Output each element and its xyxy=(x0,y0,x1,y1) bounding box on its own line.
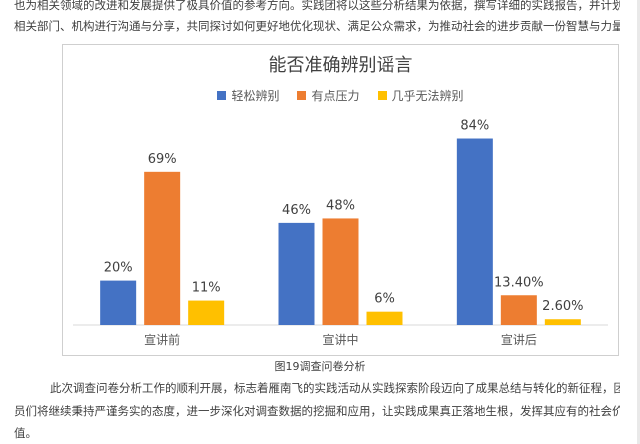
legend-item-series-2: 有点压力 xyxy=(297,87,360,104)
bar-2-3 xyxy=(500,295,537,325)
paragraph-bottom-line-1: 此次调查问卷分析工作的顺利开展，标志着雁南飞的实践活动从实践探索阶段迈向了成果总… xyxy=(50,381,620,395)
data-label-1-2: 46% xyxy=(282,203,311,218)
bar-chart: 20% 69% 11% 宣讲前 46% 48% 6% 宣讲中 84% 13.40% 2.60% 宣讲后 xyxy=(73,119,608,347)
bar-1-1 xyxy=(100,280,137,325)
data-label-3-2: 6% xyxy=(374,292,395,307)
legend-item-series-3: 几乎无法辨别 xyxy=(377,87,464,104)
chart-title: 能否准确辨别谣言 xyxy=(268,55,413,76)
bar-3-1 xyxy=(188,300,225,325)
paragraph-top-line-2: 相关部门、机构进行沟通与分享，共同探讨如何更好地优化现状、满足公众需求，为推动社… xyxy=(14,19,620,33)
paragraph-top-line-1: 也为相关领域的改进和发展提供了极具价值的参考方向。实践团将以这些分析结果为依据，… xyxy=(14,0,620,12)
bar-2-1 xyxy=(144,171,181,325)
data-label-3-1: 11% xyxy=(192,281,221,296)
chart-legend: 轻松辨别 有点压力 几乎无法辨别 xyxy=(63,87,618,104)
data-label-1-1: 20% xyxy=(104,261,133,276)
data-label-3-3: 2.60% xyxy=(542,299,583,314)
legend-swatch-series-3 xyxy=(377,91,387,100)
x-tick-label-1: 宣讲前 xyxy=(144,332,180,347)
data-label-2-3: 13.40% xyxy=(494,275,544,290)
scrollbar-track[interactable] xyxy=(637,0,640,444)
legend-label-series-1: 轻松辨别 xyxy=(231,89,280,103)
data-label-2-1: 69% xyxy=(148,152,177,167)
bar-3-2 xyxy=(366,311,403,325)
x-tick-label-3: 宣讲后 xyxy=(501,332,537,347)
legend-label-series-2: 有点压力 xyxy=(311,89,360,103)
bar-1-3 xyxy=(456,138,493,325)
data-label-2-2: 48% xyxy=(326,198,355,213)
paragraph-bottom-line-3: 值。 xyxy=(14,426,37,440)
bar-1-2 xyxy=(278,222,315,325)
data-label-1-3: 84% xyxy=(460,119,489,134)
bar-2-2 xyxy=(322,218,359,325)
figure-caption: 图19调查问卷分析 xyxy=(274,360,366,373)
paragraph-bottom-line-2: 员们将继续秉持严谨务实的态度，进一步深化对调查数据的挖掘和应用，让实践成果真正落… xyxy=(14,404,620,418)
chart-container: 能否准确辨别谣言 轻松辨别 有点压力 几乎无法辨别 20% 69% 11% 宣讲前 46… xyxy=(62,44,619,356)
bar-3-3 xyxy=(544,319,581,325)
legend-item-series-1: 轻松辨别 xyxy=(217,87,279,104)
legend-label-series-3: 几乎无法辨别 xyxy=(391,89,464,103)
legend-swatch-series-1 xyxy=(217,91,227,100)
x-tick-label-2: 宣讲中 xyxy=(322,332,358,347)
legend-swatch-series-2 xyxy=(297,91,307,100)
